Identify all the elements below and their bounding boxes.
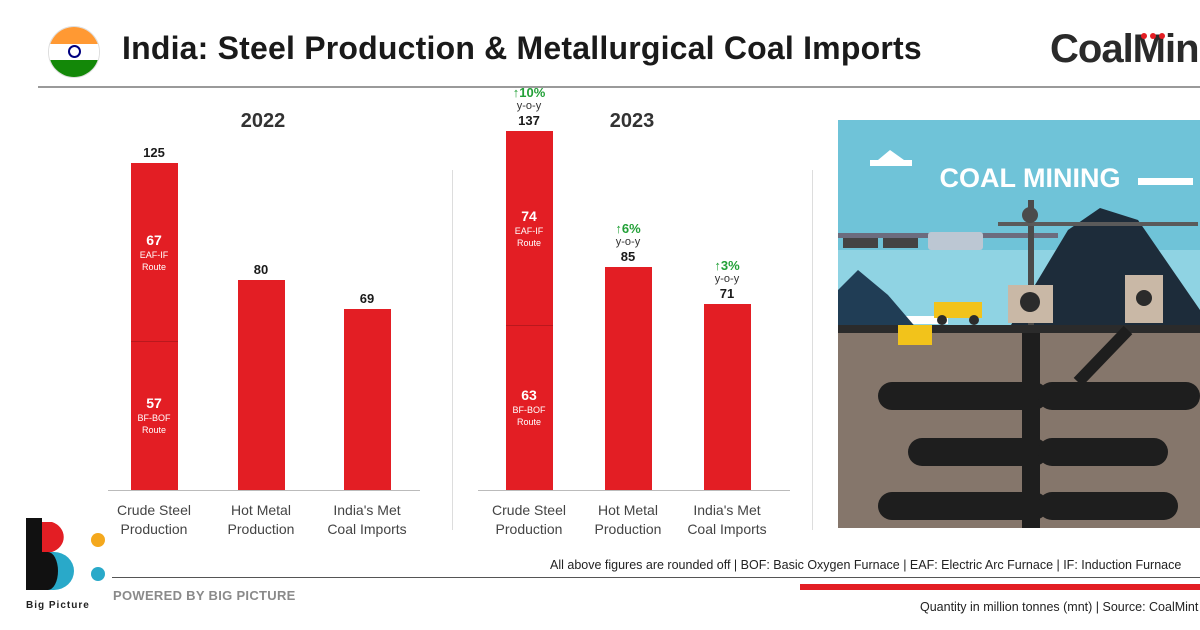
category-label-line: Hot Metal (598, 502, 658, 518)
big-picture-logo-icon (26, 518, 105, 590)
category-label: India's Met Coal Imports (667, 501, 787, 539)
illustration-title: COAL MINING (940, 163, 1121, 193)
powered-by-label: POWERED BY BIG PICTURE (113, 588, 296, 603)
bar-2023-3 (703, 303, 751, 490)
category-label-line: Crude Steel (117, 502, 191, 518)
value-label: 69 (359, 291, 375, 307)
segment-value-bf-bof: 63 (521, 387, 537, 404)
footer-accent-bar (800, 584, 1200, 590)
yoy-label: y-o-y (615, 236, 641, 249)
segment-divider (130, 340, 178, 342)
page-title: India: Steel Production & Metallurgical … (122, 30, 922, 66)
value-label: 80 (253, 262, 269, 278)
coal-mining-illustration: COAL MINING (838, 120, 1200, 528)
big-picture-logo-text: Big Picture (26, 600, 90, 611)
category-label-line: Coal Imports (327, 521, 407, 537)
yoy-change: ↑6% (615, 221, 641, 237)
segment-divider (505, 324, 553, 326)
bar-2023-2 (604, 267, 652, 490)
bar-2023-1 (505, 131, 553, 490)
category-label-line: Coal Imports (687, 521, 767, 537)
bar-2022-3 (343, 309, 391, 490)
segment-value-bf-bof: 57 (146, 395, 162, 412)
year-2022-label: 2022 (240, 110, 286, 132)
brand-logo: CoalMin (1050, 27, 1200, 71)
category-label-line: Production (227, 521, 295, 537)
category-label: India's Met Coal Imports (307, 501, 427, 539)
category-label: Hot Metal Production (201, 501, 321, 539)
brand-dots-icon (1141, 26, 1168, 44)
footnote: All above figures are rounded off | BOF:… (550, 558, 1182, 572)
value-label: 85 (620, 249, 636, 265)
segment-label-bf-bof: BF-BOF (137, 413, 171, 424)
illustration-divider (812, 170, 813, 530)
value-label: 125 (143, 144, 165, 160)
yoy-label: y-o-y (516, 100, 542, 113)
bar-2022-2 (237, 280, 285, 490)
footer-divider (112, 577, 1200, 578)
segment-label-route: Route (141, 261, 167, 272)
category-label: Hot Metal Production (568, 501, 688, 539)
category-label-line: Production (120, 521, 188, 537)
yoy-label: y-o-y (714, 272, 740, 285)
category-label-line: Hot Metal (231, 502, 291, 518)
segment-value-eaf-if: 74 (521, 208, 537, 224)
category-label-line: Crude Steel (492, 502, 566, 518)
category-label: Crude Steel Production (469, 501, 589, 539)
header-divider (38, 86, 1200, 88)
year-2023-label: 2023 (609, 110, 655, 132)
segment-label-route: Route (141, 425, 167, 436)
yoy-change: ↑10% (512, 85, 546, 101)
segment-label-eaf-if: EAF-IF (139, 249, 169, 260)
x-axis-2023 (478, 490, 790, 491)
category-label-line: India's Met (693, 502, 761, 518)
bar-2022-1 (130, 162, 178, 490)
segment-label-route: Route (516, 238, 542, 248)
segment-label-bf-bof: BF-BOF (512, 405, 546, 416)
value-label: 137 (518, 113, 540, 129)
segment-value-eaf-if: 67 (146, 231, 162, 248)
category-label-line: Production (594, 521, 662, 537)
category-label: Crude Steel Production (94, 501, 214, 539)
category-label-line: Production (495, 521, 563, 537)
x-axis-2022 (108, 490, 420, 491)
segment-label-route: Route (516, 417, 542, 428)
yoy-change: ↑3% (714, 257, 740, 273)
category-label-line: India's Met (333, 502, 401, 518)
value-label: 71 (719, 285, 735, 301)
chart-divider (452, 170, 453, 530)
source-note: Quantity in million tonnes (mnt) | Sourc… (920, 600, 1199, 614)
segment-label-eaf-if: EAF-IF (514, 226, 544, 236)
india-flag-icon (48, 26, 100, 78)
